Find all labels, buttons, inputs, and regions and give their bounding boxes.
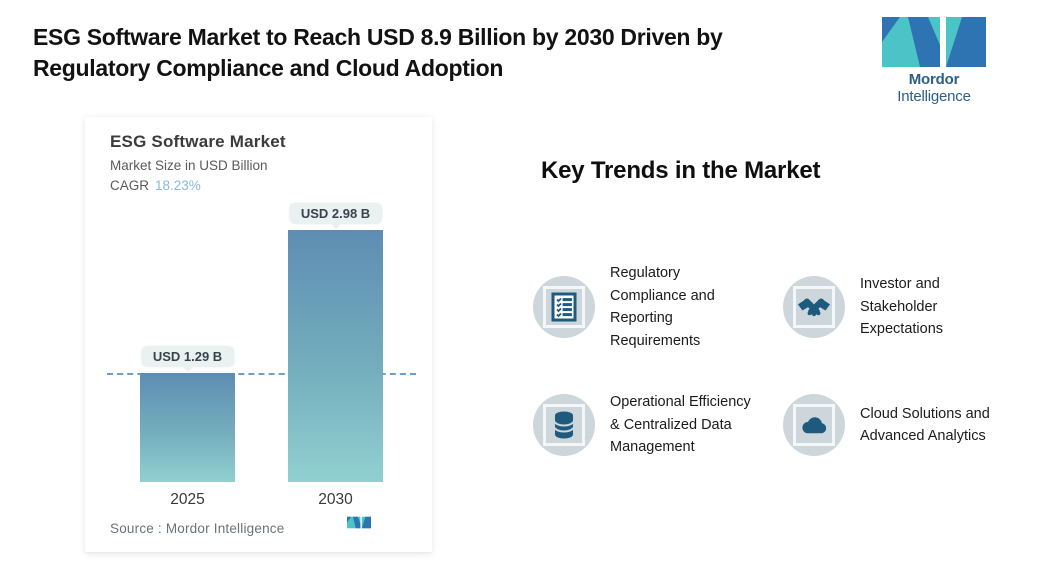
trend-icon-frame [793,286,835,328]
bar-2030-value-label: USD 2.98 B [288,203,383,224]
page-title-line1: ESG Software Market to Reach USD 8.9 Bil… [33,24,723,50]
trend-icon-frame [543,404,585,446]
bar-2025-label-pointer [181,366,194,372]
bar-2030-label-pointer [329,223,342,229]
trend-icon-circle [783,394,845,456]
mordor-logo-icon [882,17,986,67]
trend-item-cloud: Cloud Solutions and Advanced Analytics [783,380,1000,470]
trend-item-operational: Operational Efficiency & Centralized Dat… [533,380,760,470]
reference-dashed-line [107,373,416,375]
page-title-line2: Regulatory Compliance and Cloud Adoption [33,55,504,81]
brand-name: Mordor Intelligence [872,71,996,105]
trend-icon-frame [543,286,585,328]
trend-item-investor: Investor and Stakeholder Expectations [783,262,1000,352]
mordor-logo-small-icon [347,516,371,529]
market-chart-card: ESG Software Market Market Size in USD B… [85,117,432,553]
bar-2025-value-label: USD 1.29 B [140,346,235,367]
brand-name-bold: Mordor [908,71,960,88]
database-icon [554,411,574,439]
bar-2030-rect [288,230,383,482]
bar-2025-year-label: 2025 [170,491,205,508]
handshake-icon [798,298,830,317]
bar-2030-year-label: 2030 [318,491,353,508]
trend-item-regulatory: Regulatory Compliance and Reporting Requ… [533,262,760,352]
trend-text-regulatory: Regulatory Compliance and Reporting Requ… [610,265,715,349]
chart-source: Source : Mordor Intelligence [110,521,285,536]
chart-cagr: CAGR 18.23% [110,178,201,193]
trend-icon-circle [533,394,595,456]
bar-2025: USD 1.29 B 2025 [140,346,235,508]
trend-icon-circle [783,276,845,338]
trend-text-operational: Operational Efficiency & Centralized Dat… [610,394,751,456]
brand-logo: Mordor Intelligence [872,17,996,105]
page-title: ESG Software Market to Reach USD 8.9 Bil… [33,22,833,84]
trend-text-cloud: Cloud Solutions and Advanced Analytics [860,405,990,445]
cagr-label: CAGR [110,178,150,193]
trend-text-investor: Investor and Stakeholder Expectations [860,276,944,338]
cagr-value: 18.23% [155,178,201,193]
bar-2030: USD 2.98 B 2030 [288,203,383,508]
chart-subtitle: Market Size in USD Billion [110,158,268,173]
trend-icon-frame [793,404,835,446]
brand-name-regular: Intelligence [897,88,971,105]
chart-title: ESG Software Market [110,132,286,151]
bar-2025-rect [140,373,235,482]
checklist-icon [551,292,577,322]
trend-icon-circle [533,276,595,338]
cloud-icon [802,417,827,434]
trends-heading: Key Trends in the Market [541,157,821,184]
